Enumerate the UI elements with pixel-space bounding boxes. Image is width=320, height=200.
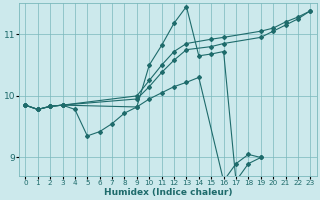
X-axis label: Humidex (Indice chaleur): Humidex (Indice chaleur) xyxy=(104,188,232,197)
